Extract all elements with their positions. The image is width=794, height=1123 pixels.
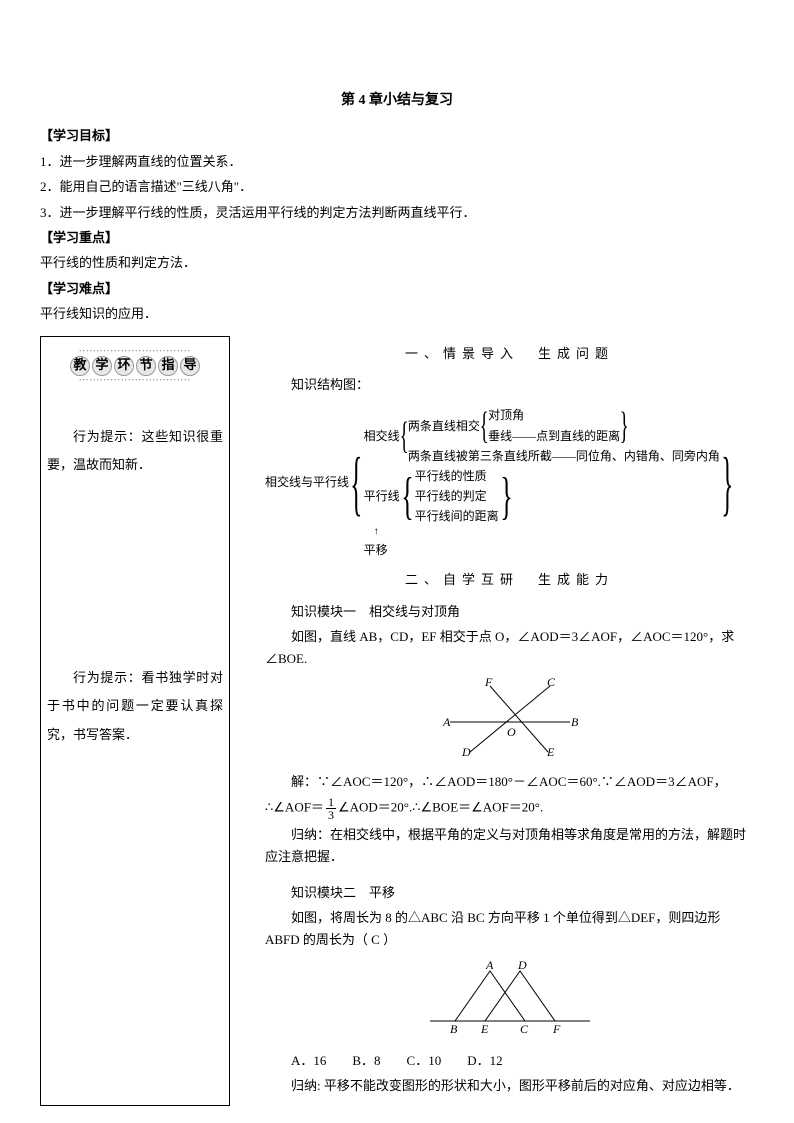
sidebar-title: ∙∙∙∙∙∙∙∙∙∙∙∙∙∙∙∙∙∙∙∙∙∙∙∙∙∙∙∙∙∙∙∙ 教 学 环 节… [47, 349, 223, 383]
mod1-sol-1: 解：∵∠AOC＝120°，∴∠AOD＝180°－∠AOC＝60°.∵∠AOD＝3… [265, 771, 754, 793]
mod2-problem: 如图，将周长为 8 的△ABC 沿 BC 方向平移 1 个单位得到△DEF，则四… [265, 907, 754, 951]
svg-text:F: F [484, 676, 493, 689]
svg-text:F: F [552, 1022, 561, 1036]
tip1-prefix: 行为提示： [73, 429, 142, 444]
sidebar-tip1: 行为提示：这些知识很重要，温故而知新． [47, 423, 223, 480]
svg-text:E: E [546, 745, 555, 758]
brace-icon: { [399, 417, 408, 455]
sidebar-tip2: 行为提示：看书独学时对于书中的问题一定要认真探究，书写答案． [47, 664, 223, 750]
goal-label: 【学习目标】 [40, 124, 754, 147]
mod2-options: A．16 B．8 C．10 D．12 [265, 1050, 754, 1072]
svg-text:D: D [517, 958, 527, 972]
mod2-title: 知识模块二 平移 [265, 882, 754, 904]
sidebar: ∙∙∙∙∙∙∙∙∙∙∙∙∙∙∙∙∙∙∙∙∙∙∙∙∙∙∙∙∙∙∙∙ 教 学 环 节… [40, 336, 230, 1106]
svg-text:C: C [547, 676, 556, 689]
sec2-title: 二、自学互研 生成能力 [265, 570, 754, 591]
svg-text:C: C [520, 1022, 529, 1036]
figure-2: A D B E C F [265, 957, 754, 1044]
tree-b1: 相交线 [364, 427, 400, 446]
tree-b1-2: 两条直线被第三条直线所截——同位角、内错角、同旁内角 [408, 447, 720, 466]
difficulty-label: 【学习难点】 [40, 277, 754, 300]
title-char-3: 环 [114, 356, 134, 376]
svg-text:E: E [480, 1022, 489, 1036]
fraction: 13 [326, 796, 336, 821]
content: 一、情景导入 生成问题 知识结构图： 相交线与平行线 { 相交线 { 两条直线相… [230, 336, 754, 1106]
sol-post1: ∴∠AOF＝ [265, 799, 324, 814]
dotted-top: ∙∙∙∙∙∙∙∙∙∙∙∙∙∙∙∙∙∙∙∙∙∙∙∙∙∙∙∙∙∙∙∙ [47, 349, 223, 354]
focus-label: 【学习重点】 [40, 226, 754, 249]
brace-icon: } [500, 473, 512, 521]
page-title: 第 4 章小结与复习 [40, 90, 754, 112]
title-char-6: 导 [180, 356, 200, 376]
svg-text:B: B [571, 715, 579, 729]
sec1-sub: 知识结构图： [265, 374, 754, 396]
mod2-summary: 归纳: 平移不能改变图形的形状和大小，图形平移前后的对应角、对应边相等． [265, 1075, 754, 1097]
dotted-bottom: ∙∙∙∙∙∙∙∙∙∙∙∙∙∙∙∙∙∙∙∙∙∙∙∙∙∙∙∙∙∙∙∙ [47, 378, 223, 383]
brace-icon: { [350, 447, 362, 519]
tip2-prefix: 行为提示： [73, 670, 142, 685]
sec1-title: 一、情景导入 生成问题 [265, 344, 754, 365]
tree-root: 相交线与平行线 [265, 473, 349, 492]
tree-b1-1: 两条直线相交 [408, 417, 480, 436]
tree-b3: 平移 [364, 541, 720, 560]
arrow-up-icon: ↑ [364, 524, 720, 540]
goal-3: 3．进一步理解平行线的性质，灵活运用平行线的判定方法判断两直线平行． [40, 201, 754, 224]
knowledge-tree: 相交线与平行线 { 相交线 { 两条直线相交 { 对顶角 垂线——点到直线的距离 [265, 406, 754, 559]
svg-text:A: A [485, 958, 494, 972]
figure-1: F C A O B D E [265, 676, 754, 765]
tree-b2-1: 平行线的性质 [415, 467, 499, 486]
goal-2: 2．能用自己的语言描述"三线八角"． [40, 175, 754, 198]
title-char-1: 教 [70, 356, 90, 376]
brace-icon: } [721, 447, 733, 519]
svg-text:D: D [461, 745, 471, 758]
tree-b2-2: 平行线的判定 [415, 487, 499, 506]
difficulty-text: 平行线知识的应用． [40, 302, 754, 325]
mod1-summary: 归纳：在相交线中，根据平角的定义与对顶角相等求角度是常用的方法，解题时应注意把握… [265, 824, 754, 868]
title-char-2: 学 [92, 356, 112, 376]
mod1-title: 知识模块一 相交线与对顶角 [265, 601, 754, 623]
brace-icon: { [479, 407, 488, 445]
tree-b2: 平行线 [364, 487, 400, 506]
focus-text: 平行线的性质和判定方法． [40, 251, 754, 274]
mod1-sol-2: ∴∠AOF＝13∠AOD＝20°.∴∠BOE＝∠AOF＝20°. [265, 796, 754, 821]
goal-1: 1．进一步理解两直线的位置关系． [40, 150, 754, 173]
svg-text:A: A [442, 715, 451, 729]
title-char-5: 指 [158, 356, 178, 376]
title-char-4: 节 [136, 356, 156, 376]
brace-icon: } [620, 407, 629, 445]
main-layout: ∙∙∙∙∙∙∙∙∙∙∙∙∙∙∙∙∙∙∙∙∙∙∙∙∙∙∙∙∙∙∙∙ 教 学 环 节… [40, 336, 754, 1106]
tree-b1-1-2: 垂线——点到直线的距离 [488, 427, 620, 446]
svg-text:B: B [450, 1022, 458, 1036]
tree-b1-1-1: 对顶角 [488, 406, 620, 425]
svg-text:O: O [507, 725, 516, 739]
intro-section: 【学习目标】 1．进一步理解两直线的位置关系． 2．能用自己的语言描述"三线八角… [40, 124, 754, 325]
brace-icon: { [401, 473, 413, 521]
sol-post2: ∠AOD＝20°.∴∠BOE＝∠AOF＝20°. [338, 799, 543, 814]
mod1-problem: 如图，直线 AB，CD，EF 相交于点 O，∠AOD＝3∠AOF，∠AOC＝12… [265, 626, 754, 670]
